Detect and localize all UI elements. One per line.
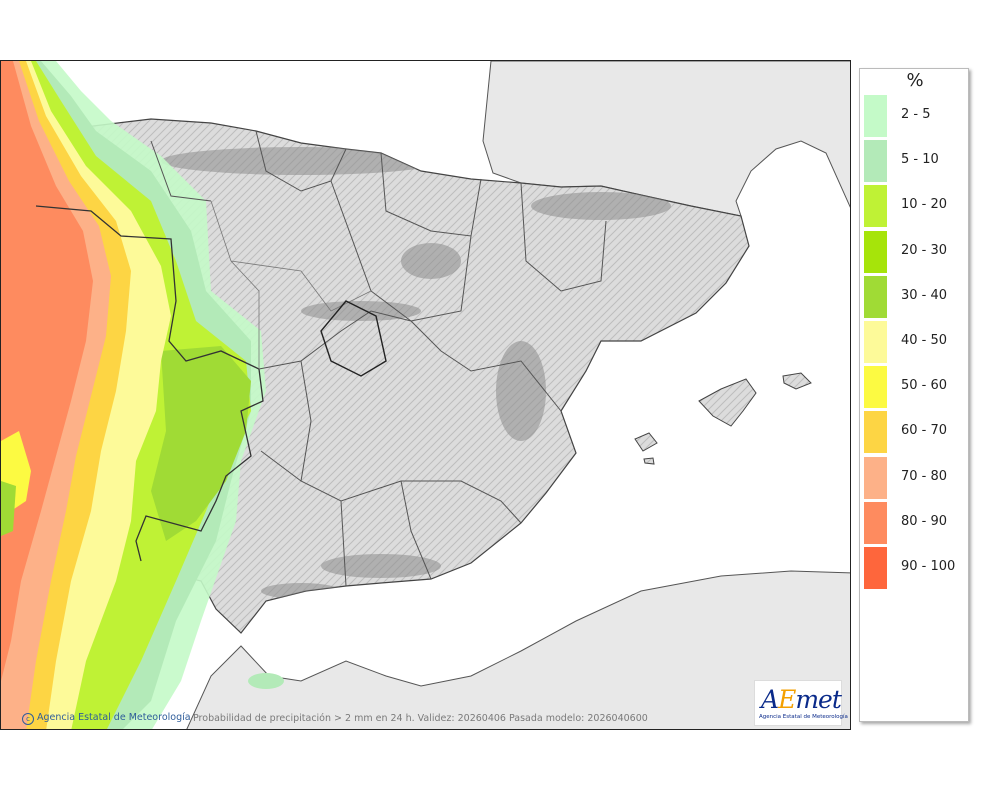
legend-item: 5 - 10 bbox=[864, 140, 968, 183]
legend-title: % bbox=[906, 70, 924, 91]
legend-label: 70 - 80 bbox=[901, 468, 948, 484]
mountain-shading bbox=[161, 147, 671, 599]
legend-swatch bbox=[864, 140, 887, 183]
mallorca-island bbox=[698, 378, 757, 427]
legend-swatch bbox=[864, 547, 887, 589]
legend-item: 40 - 50 bbox=[864, 321, 968, 363]
logo-wordmark: AEmet bbox=[761, 685, 842, 714]
copyright-notice: c Agencia Estatal de Meteorología bbox=[22, 712, 191, 725]
map-caption: Probabilidad de precipitación > 2 mm en … bbox=[193, 713, 648, 724]
legend-item: 20 - 30 bbox=[864, 230, 968, 273]
legend-swatch bbox=[864, 411, 887, 454]
ibiza-island bbox=[634, 432, 658, 452]
boundaries bbox=[35, 130, 607, 587]
legend-swatch bbox=[864, 501, 887, 544]
legend-label: 10 - 20 bbox=[901, 197, 948, 213]
copyright-icon: c bbox=[22, 713, 34, 725]
legend-swatch bbox=[864, 230, 887, 273]
forecast-map bbox=[0, 60, 851, 730]
menorca-island bbox=[782, 372, 812, 390]
map-canvas bbox=[1, 61, 850, 729]
legend-swatch bbox=[864, 456, 887, 499]
legend-label: 20 - 30 bbox=[901, 242, 948, 258]
legend-swatch bbox=[864, 275, 887, 318]
logo-letter-e: E bbox=[778, 685, 796, 714]
legend-label: 5 - 10 bbox=[901, 152, 939, 168]
legend-label: 90 - 100 bbox=[901, 559, 956, 574]
legend-item: 10 - 20 bbox=[864, 185, 968, 228]
copyright-text: Agencia Estatal de Meteorología bbox=[37, 712, 191, 723]
legend-item: 50 - 60 bbox=[864, 366, 968, 409]
legend-label: 80 - 90 bbox=[901, 513, 948, 529]
logo-letters-met: met bbox=[795, 685, 842, 714]
legend-label: 60 - 70 bbox=[901, 423, 948, 439]
legend-item: 60 - 70 bbox=[864, 411, 968, 454]
aemet-logo: AEmet Agencia Estatal de Meteorología bbox=[754, 680, 848, 726]
color-legend: % 2 - 5 5 - 10 10 - 20 20 - 30 30 - 40 40 - 5… bbox=[859, 68, 969, 722]
legend-item: 90 - 100 bbox=[864, 547, 968, 589]
legend-swatch bbox=[864, 321, 887, 363]
logo-subtitle: Agencia Estatal de Meteorología bbox=[759, 714, 848, 720]
probability-overlay bbox=[1, 61, 284, 729]
legend-item: 80 - 90 bbox=[864, 501, 968, 544]
legend-item: 30 - 40 bbox=[864, 275, 968, 318]
legend-swatch bbox=[864, 366, 887, 409]
legend-label: 30 - 40 bbox=[901, 287, 948, 303]
legend-swatch bbox=[864, 185, 887, 228]
legend-item: 70 - 80 bbox=[864, 456, 968, 499]
logo-letter-a: A bbox=[761, 685, 779, 714]
legend-label: 40 - 50 bbox=[901, 333, 948, 348]
legend-label: 50 - 60 bbox=[901, 378, 948, 394]
africa-landmass bbox=[186, 570, 850, 729]
formentera-island bbox=[643, 457, 655, 465]
legend-item: 2 - 5 bbox=[864, 95, 968, 137]
legend-label: 2 - 5 bbox=[901, 107, 931, 122]
legend-swatch bbox=[864, 95, 887, 137]
